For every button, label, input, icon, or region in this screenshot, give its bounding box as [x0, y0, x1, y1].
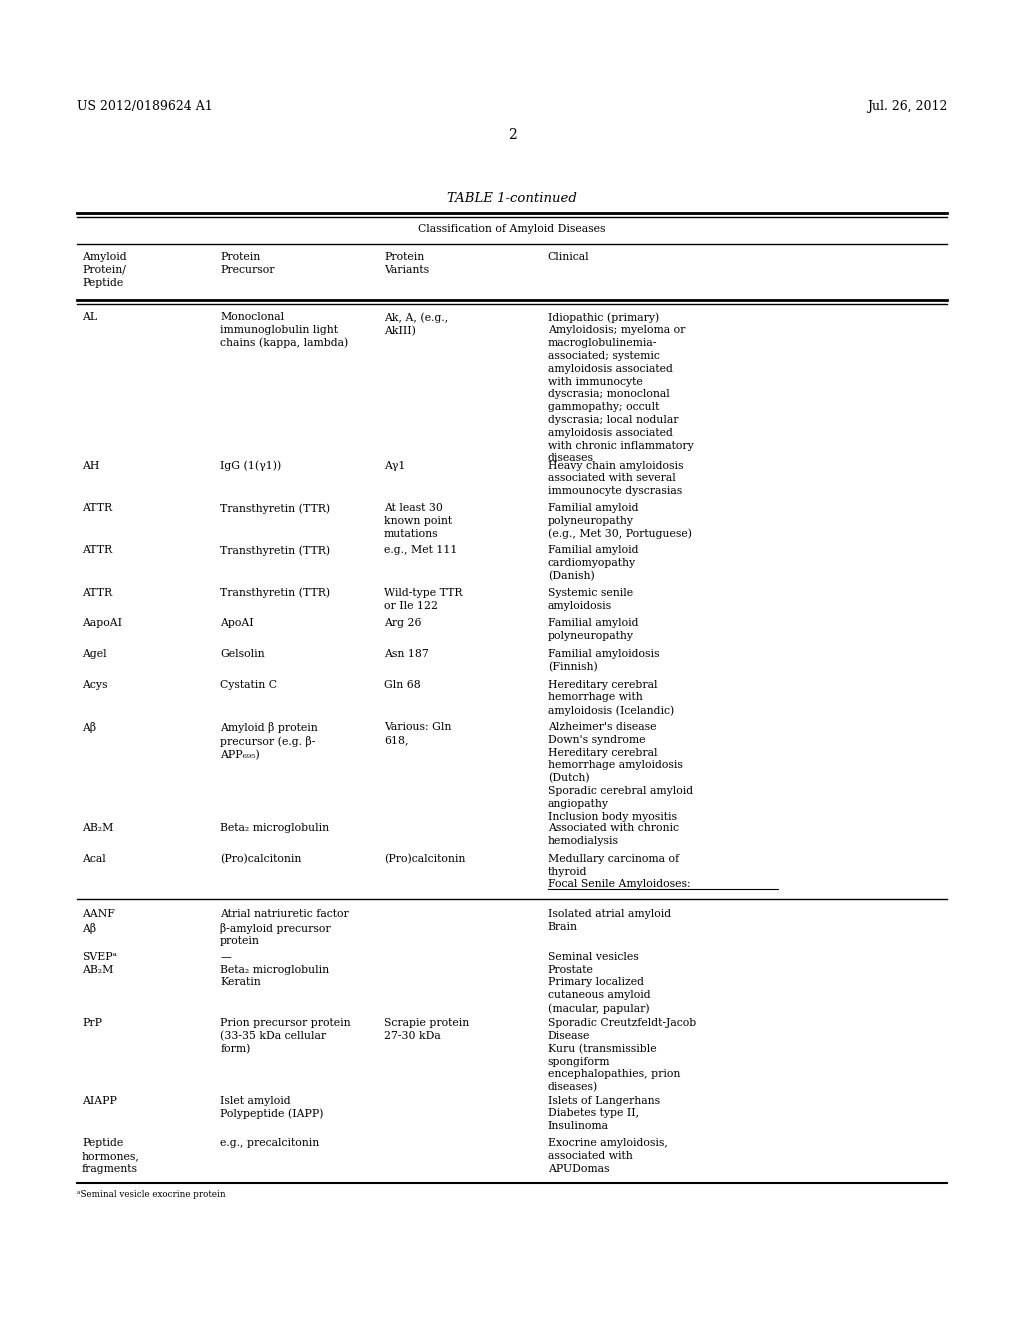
Text: Amyloid β protein
precursor (e.g. β-
APP₆₉₅): Amyloid β protein precursor (e.g. β- APP…: [220, 722, 317, 760]
Text: Familial amyloidosis
(Finnish): Familial amyloidosis (Finnish): [548, 649, 659, 672]
Text: Idiopathic (primary)
Amyloidosis; myeloma or
macroglobulinemia-
associated; syst: Idiopathic (primary) Amyloidosis; myelom…: [548, 312, 693, 463]
Text: Various: Gln
618,: Various: Gln 618,: [384, 722, 452, 744]
Text: Beta₂ microglobulin: Beta₂ microglobulin: [220, 824, 330, 833]
Text: (Pro)calcitonin: (Pro)calcitonin: [220, 854, 301, 865]
Text: PrP: PrP: [82, 1018, 102, 1028]
Text: At least 30
known point
mutations: At least 30 known point mutations: [384, 503, 453, 539]
Text: Isolated atrial amyloid
Brain: Isolated atrial amyloid Brain: [548, 909, 671, 932]
Text: Protein
Variants: Protein Variants: [384, 252, 429, 275]
Text: AB₂M: AB₂M: [82, 824, 114, 833]
Text: Islets of Langerhans
Diabetes type II,
Insulinoma: Islets of Langerhans Diabetes type II, I…: [548, 1096, 659, 1131]
Text: Associated with chronic
hemodialysis: Associated with chronic hemodialysis: [548, 824, 679, 846]
Text: Protein
Precursor: Protein Precursor: [220, 252, 274, 275]
Text: Transthyretin (TTR): Transthyretin (TTR): [220, 503, 331, 513]
Text: Familial amyloid
polyneuropathy
(e.g., Met 30, Portuguese): Familial amyloid polyneuropathy (e.g., M…: [548, 503, 692, 540]
Text: e.g., Met 111: e.g., Met 111: [384, 545, 458, 556]
Text: ApoAI: ApoAI: [220, 618, 254, 628]
Text: Transthyretin (TTR): Transthyretin (TTR): [220, 545, 331, 556]
Text: Prion precursor protein
(33-35 kDa cellular
form): Prion precursor protein (33-35 kDa cellu…: [220, 1018, 351, 1055]
Text: Hereditary cerebral
hemorrhage with
amyloidosis (Icelandic): Hereditary cerebral hemorrhage with amyl…: [548, 680, 674, 715]
Text: Aγ1: Aγ1: [384, 461, 406, 471]
Text: Arg 26: Arg 26: [384, 618, 422, 628]
Text: Transthyretin (TTR): Transthyretin (TTR): [220, 587, 331, 598]
Text: AIAPP: AIAPP: [82, 1096, 117, 1106]
Text: ATTR: ATTR: [82, 587, 112, 598]
Text: ATTR: ATTR: [82, 545, 112, 556]
Text: TABLE 1-continued: TABLE 1-continued: [447, 191, 577, 205]
Text: e.g., precalcitonin: e.g., precalcitonin: [220, 1138, 319, 1148]
Text: Classification of Amyloid Diseases: Classification of Amyloid Diseases: [418, 224, 606, 234]
Text: Sporadic Creutzfeldt-Jacob
Disease
Kuru (transmissible
spongiform
encephalopathi: Sporadic Creutzfeldt-Jacob Disease Kuru …: [548, 1018, 696, 1093]
Text: Familial amyloid
polyneuropathy: Familial amyloid polyneuropathy: [548, 618, 638, 642]
Text: ATTR: ATTR: [82, 503, 112, 513]
Text: Asn 187: Asn 187: [384, 649, 429, 659]
Text: AH: AH: [82, 461, 99, 471]
Text: Acal: Acal: [82, 854, 105, 865]
Text: Medullary carcinoma of
thyroid: Medullary carcinoma of thyroid: [548, 854, 679, 876]
Text: AL: AL: [82, 312, 97, 322]
Text: Exocrine amyloidosis,
associated with
APUDomas: Exocrine amyloidosis, associated with AP…: [548, 1138, 668, 1173]
Text: Amyloid
Protein/
Peptide: Amyloid Protein/ Peptide: [82, 252, 127, 288]
Text: IgG (1(γ1)): IgG (1(γ1)): [220, 461, 282, 471]
Text: US 2012/0189624 A1: US 2012/0189624 A1: [77, 100, 213, 114]
Text: Monoclonal
immunoglobulin light
chains (kappa, lambda): Monoclonal immunoglobulin light chains (…: [220, 312, 348, 348]
Text: Atrial natriuretic factor
β-amyloid precursor
protein: Atrial natriuretic factor β-amyloid prec…: [220, 909, 349, 946]
Text: Cystatin C: Cystatin C: [220, 680, 278, 689]
Text: Gln 68: Gln 68: [384, 680, 421, 689]
Text: Focal Senile Amyloidoses:: Focal Senile Amyloidoses:: [548, 879, 690, 888]
Text: Jul. 26, 2012: Jul. 26, 2012: [867, 100, 947, 114]
Text: Agel: Agel: [82, 649, 106, 659]
Text: Heavy chain amyloidosis
associated with several
immounocyte dyscrasias: Heavy chain amyloidosis associated with …: [548, 461, 683, 496]
Text: 2: 2: [508, 128, 516, 143]
Text: SVEPᵃ
AB₂M: SVEPᵃ AB₂M: [82, 952, 117, 974]
Text: Aβ: Aβ: [82, 722, 96, 733]
Text: Scrapie protein
27-30 kDa: Scrapie protein 27-30 kDa: [384, 1018, 469, 1040]
Text: Systemic senile
amyloidosis: Systemic senile amyloidosis: [548, 587, 633, 611]
Text: Wild-type TTR
or Ile 122: Wild-type TTR or Ile 122: [384, 587, 463, 611]
Text: ᵃSeminal vesicle exocrine protein: ᵃSeminal vesicle exocrine protein: [77, 1191, 225, 1200]
Text: AANF
Aβ: AANF Aβ: [82, 909, 115, 933]
Text: Peptide
hormones,
fragments: Peptide hormones, fragments: [82, 1138, 140, 1173]
Text: AapoAI: AapoAI: [82, 618, 122, 628]
Text: Islet amyloid
Polypeptide (IAPP): Islet amyloid Polypeptide (IAPP): [220, 1096, 324, 1119]
Text: Seminal vesicles
Prostate
Primary localized
cutaneous amyloid
(macular, papular): Seminal vesicles Prostate Primary locali…: [548, 952, 650, 1014]
Text: —
Beta₂ microglobulin
Keratin: — Beta₂ microglobulin Keratin: [220, 952, 330, 987]
Text: Familial amyloid
cardiomyopathy
(Danish): Familial amyloid cardiomyopathy (Danish): [548, 545, 638, 581]
Text: Ak, A, (e.g.,
AkIII): Ak, A, (e.g., AkIII): [384, 312, 449, 335]
Text: (Pro)calcitonin: (Pro)calcitonin: [384, 854, 465, 865]
Text: Alzheimer's disease
Down's syndrome
Hereditary cerebral
hemorrhage amyloidosis
(: Alzheimer's disease Down's syndrome Here…: [548, 722, 693, 822]
Text: Gelsolin: Gelsolin: [220, 649, 265, 659]
Text: Acys: Acys: [82, 680, 108, 689]
Text: Clinical: Clinical: [548, 252, 590, 261]
